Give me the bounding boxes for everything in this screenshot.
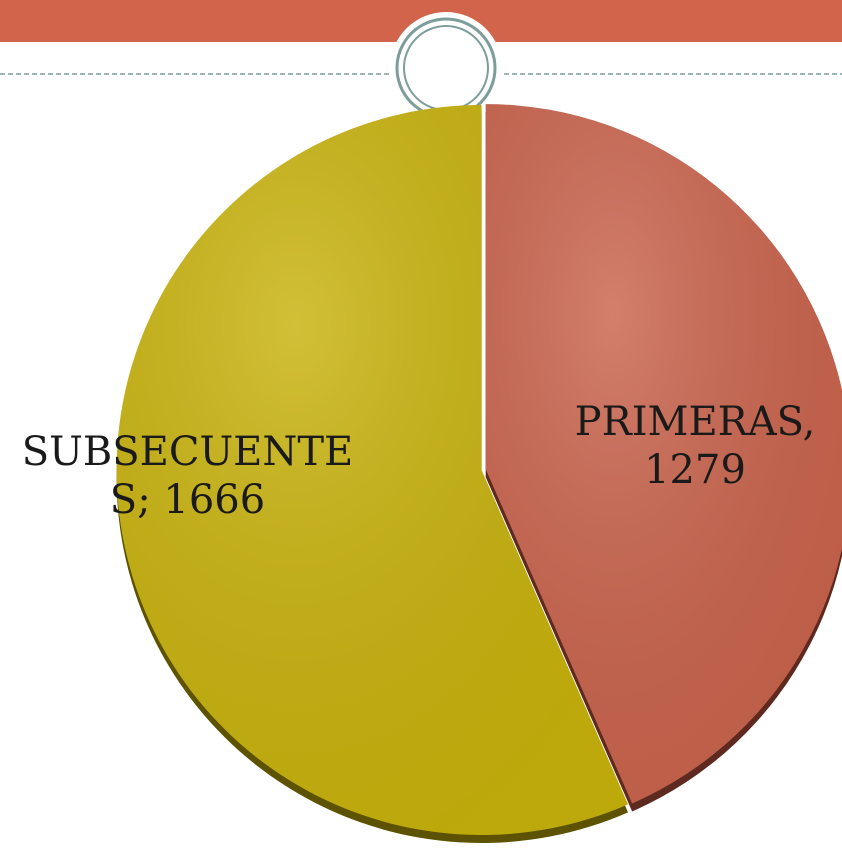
slice-shine [116, 104, 629, 835]
slice-shine [485, 104, 842, 804]
data-label: PRIMERAS, 1279 [574, 399, 816, 493]
data-label: SUBSECUENTES; 1666 [21, 429, 354, 523]
ornament-ring [395, 17, 497, 119]
pie [116, 104, 842, 843]
